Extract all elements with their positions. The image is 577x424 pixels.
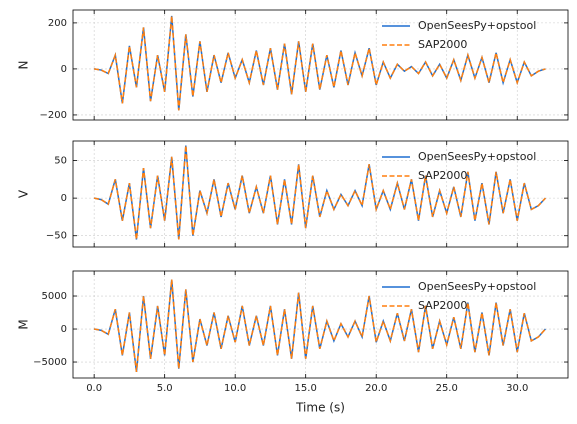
series-line [94, 279, 546, 373]
x-tick-label: 0.0 [86, 383, 102, 394]
y-tick-label: 50 [54, 156, 67, 167]
y-tick-label: 0 [61, 324, 67, 335]
y-tick-label: 0 [61, 193, 67, 204]
x-tick-label: 30.0 [506, 383, 528, 394]
x-tick-label: 5.0 [157, 383, 173, 394]
legend-label: SAP2000 [418, 299, 467, 312]
legend-label: SAP2000 [418, 38, 467, 51]
y-tick-label: −200 [40, 110, 67, 121]
y-tick-label: 0 [61, 64, 67, 75]
series-line [93, 145, 546, 240]
legend-label: OpenSeesPy+opstool [418, 19, 536, 32]
legend-label: SAP2000 [418, 169, 467, 182]
y-tick-label: 200 [48, 18, 67, 29]
y-axis-label: V [17, 189, 31, 198]
series-line [94, 279, 546, 373]
x-tick-label: 15.0 [295, 383, 317, 394]
x-tick-label: 20.0 [365, 383, 387, 394]
y-tick-label: 5000 [42, 291, 67, 302]
legend-label: OpenSeesPy+opstool [418, 150, 536, 163]
y-axis-label: N [17, 61, 31, 70]
x-axis-label: Time (s) [295, 401, 345, 415]
legend-label: OpenSeesPy+opstool [418, 280, 536, 293]
axes-frame [72, 270, 569, 379]
y-tick-label: −5000 [33, 357, 67, 368]
axes-frame [72, 9, 569, 121]
x-tick-label: 25.0 [436, 383, 458, 394]
series-line [94, 15, 546, 111]
x-tick-label: 10.0 [224, 383, 246, 394]
y-tick-label: −50 [46, 231, 67, 242]
y-axis-label: M [17, 319, 31, 329]
axes-frame [72, 140, 569, 248]
